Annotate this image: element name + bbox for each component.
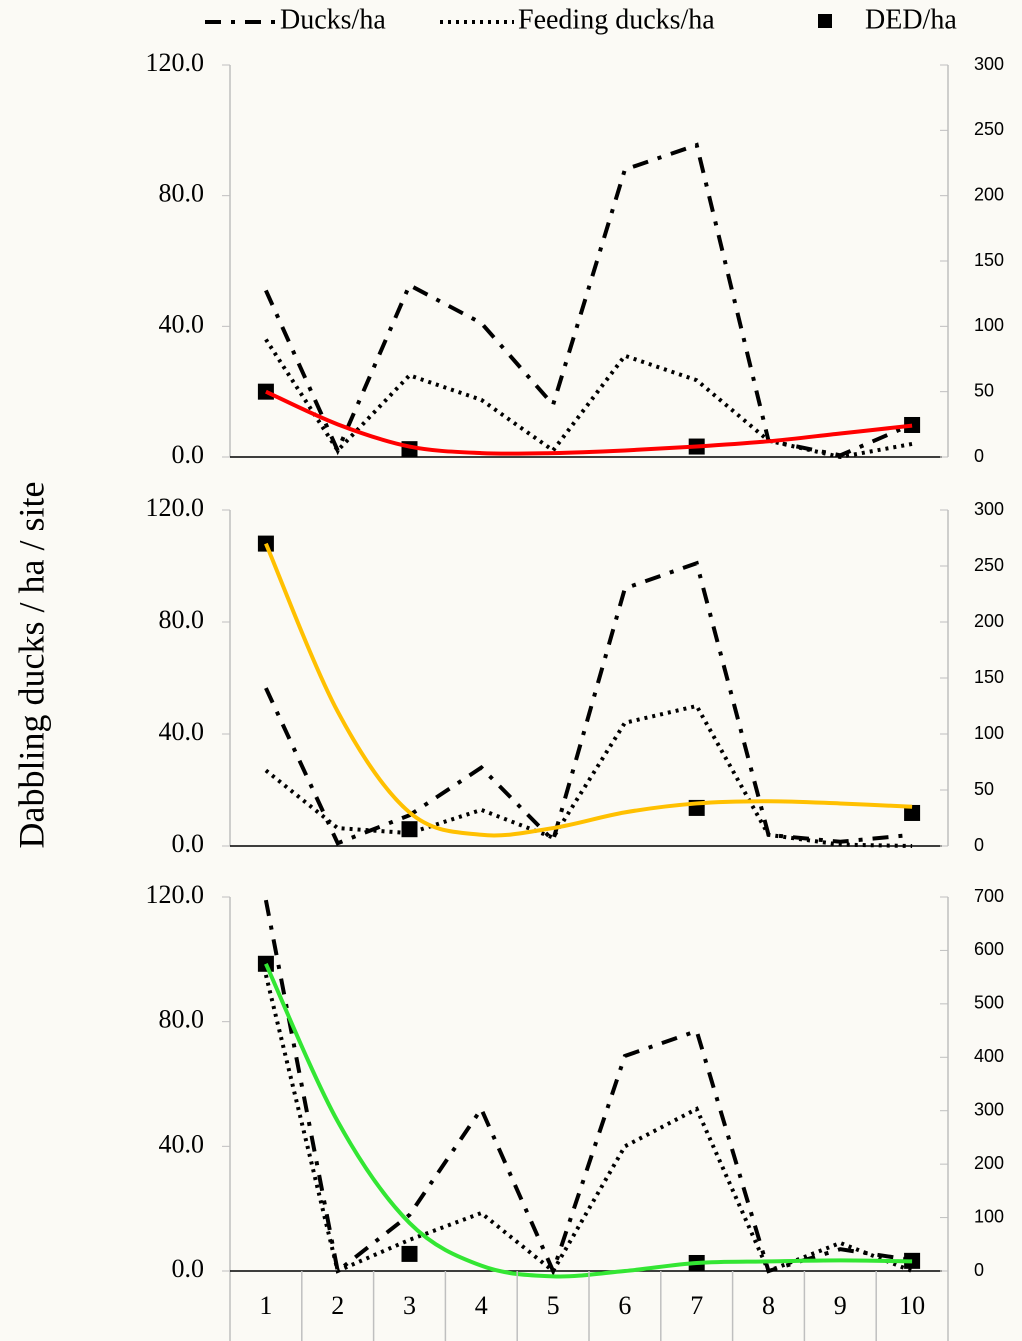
y2-tick-label: 300 — [974, 499, 1004, 519]
y2-tick-label: 100 — [974, 723, 1004, 743]
y-tick-label: 0.0 — [172, 440, 205, 469]
x-tick-label: 10 — [899, 1291, 925, 1320]
ducks-line — [264, 142, 913, 458]
x-tick-label: 2 — [331, 1291, 344, 1320]
x-tick-label: 1 — [259, 1291, 272, 1320]
y2-tick-label: 700 — [974, 886, 1004, 906]
y2-tick-label: 300 — [974, 1099, 1004, 1119]
trend-line — [264, 962, 913, 1279]
y2-tick-label: 200 — [974, 611, 1004, 631]
y2-tick-label: 150 — [974, 667, 1004, 687]
y-tick-label: 120.0 — [146, 493, 205, 522]
feeding-line — [264, 703, 913, 848]
y-tick-label: 120.0 — [146, 48, 205, 77]
y2-tick-label: 0 — [974, 446, 984, 466]
legend-label: Ducks/ha — [280, 4, 386, 35]
y-tick-label: 120.0 — [146, 880, 205, 909]
y2-tick-label: 500 — [974, 993, 1004, 1013]
ded-marker — [904, 804, 921, 821]
y2-tick-label: 200 — [974, 184, 1004, 204]
feeding-line — [263, 974, 913, 1275]
x-tick-label: 4 — [475, 1291, 488, 1320]
trend-line — [264, 542, 913, 838]
y2-tick-label: 50 — [974, 380, 994, 400]
feeding-line — [264, 338, 913, 460]
trend-line — [265, 389, 913, 456]
x-tick-label: 9 — [834, 1291, 847, 1320]
y2-tick-label: 400 — [974, 1046, 1004, 1066]
legend-swatch — [818, 14, 832, 28]
y2-tick-label: 300 — [974, 54, 1004, 74]
x-tick-label: 7 — [690, 1291, 703, 1320]
y-tick-label: 80.0 — [159, 1005, 205, 1034]
y2-tick-label: 100 — [974, 315, 1004, 335]
legend-label: DED/ha — [865, 4, 957, 35]
y2-tick-label: 250 — [974, 555, 1004, 575]
y-tick-label: 80.0 — [159, 605, 205, 634]
x-tick-label: 6 — [618, 1291, 631, 1320]
y-tick-label: 40.0 — [159, 717, 205, 746]
x-tick-label: 5 — [547, 1291, 560, 1320]
y2-tick-label: 200 — [974, 1153, 1004, 1173]
y-tick-label: 0.0 — [172, 829, 205, 858]
y2-tick-label: 150 — [974, 250, 1004, 270]
ded-marker — [401, 1245, 418, 1262]
ded-marker — [401, 821, 418, 838]
legend-label: Feeding ducks/ha — [518, 4, 715, 35]
y-tick-label: 40.0 — [159, 309, 205, 338]
x-tick-label: 8 — [762, 1291, 775, 1320]
y-axis-label: Dabbling ducks / ha / site — [11, 482, 51, 849]
y-tick-label: 40.0 — [159, 1129, 205, 1158]
ducks-line — [264, 560, 913, 846]
y2-tick-label: 0 — [974, 1260, 984, 1280]
y2-tick-label: 250 — [974, 119, 1004, 139]
y2-tick-label: 100 — [974, 1206, 1004, 1226]
y-tick-label: 80.0 — [159, 179, 205, 208]
y-tick-label: 0.0 — [172, 1254, 205, 1283]
ded-marker — [904, 416, 921, 433]
y2-tick-label: 50 — [974, 779, 994, 799]
x-tick-label: 3 — [403, 1291, 416, 1320]
y2-tick-label: 600 — [974, 939, 1004, 959]
y2-tick-label: 0 — [974, 835, 984, 855]
